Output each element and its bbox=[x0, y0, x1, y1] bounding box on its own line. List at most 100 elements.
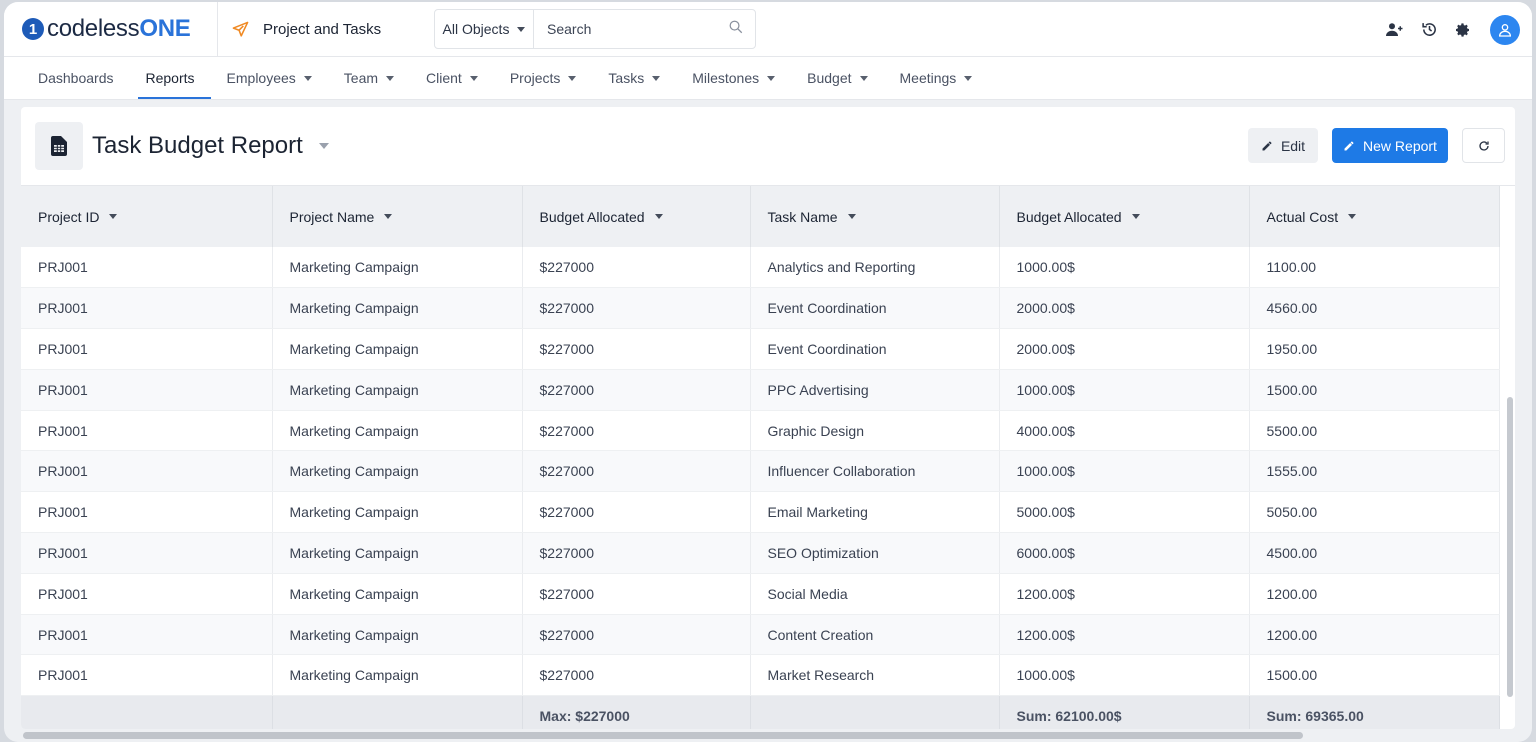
chevron-down-icon bbox=[386, 75, 395, 81]
table-cell: Content Creation bbox=[750, 614, 1000, 656]
chevron-down-icon bbox=[517, 26, 526, 32]
app-title-label: Project and Tasks bbox=[263, 20, 382, 38]
nav-item-budget[interactable]: Budget bbox=[791, 57, 883, 99]
table-cell: Marketing Campaign bbox=[272, 369, 523, 411]
summary-cell bbox=[272, 695, 523, 729]
summary-cell: Sum: 62100.00$ bbox=[999, 695, 1250, 729]
table-cell: Marketing Campaign bbox=[272, 328, 523, 370]
table-cell: Event Coordination bbox=[750, 287, 1000, 330]
table-cell: Marketing Campaign bbox=[272, 614, 523, 656]
table-row[interactable]: PRJ001 Marketing Campaign $227000 Analytics… bbox=[21, 247, 1500, 289]
nav-item-team[interactable]: Team bbox=[328, 57, 410, 99]
top-bar: 1 codelessONE Project and Tasks All Obje… bbox=[4, 2, 1532, 57]
column-header-task-name[interactable]: Task Name bbox=[750, 186, 1000, 247]
table-cell: 2000.00$ bbox=[999, 287, 1250, 330]
horizontal-scrollbar[interactable] bbox=[23, 732, 1303, 739]
table-cell: 1000.00$ bbox=[999, 369, 1250, 411]
table-cell: 1200.00$ bbox=[999, 573, 1250, 615]
table-cell: $227000 bbox=[522, 614, 751, 656]
logo-mark: 1 bbox=[22, 18, 44, 40]
search-icon[interactable] bbox=[728, 19, 755, 39]
table-cell: $227000 bbox=[522, 410, 751, 452]
table-cell: Marketing Campaign bbox=[272, 287, 523, 330]
table-cell: PRJ001 bbox=[21, 491, 273, 534]
table-cell: 1100.00 bbox=[1249, 247, 1500, 289]
nav-item-reports[interactable]: Reports bbox=[130, 57, 211, 99]
table-cell: 6000.00$ bbox=[999, 532, 1250, 574]
column-header-budget-allocated[interactable]: Budget Allocated bbox=[522, 186, 751, 247]
table-cell: Event Coordination bbox=[750, 328, 1000, 370]
table-cell: PRJ001 bbox=[21, 532, 273, 574]
user-avatar-icon[interactable] bbox=[1490, 14, 1520, 45]
column-header-task-budget-allocated[interactable]: Budget Allocated bbox=[999, 186, 1250, 247]
summary-cell bbox=[750, 695, 1000, 729]
report-title[interactable]: Task Budget Report bbox=[92, 132, 303, 159]
table-cell: PRJ001 bbox=[21, 328, 273, 370]
table-row[interactable]: PRJ001 Marketing Campaign $227000 SEO Optim… bbox=[21, 532, 1500, 574]
table-cell: Marketing Campaign bbox=[272, 247, 523, 289]
table-row[interactable]: PRJ001 Marketing Campaign $227000 Influence… bbox=[21, 450, 1500, 493]
table-cell: 1200.00 bbox=[1249, 573, 1500, 615]
refresh-icon bbox=[1478, 140, 1489, 151]
history-icon[interactable] bbox=[1420, 21, 1438, 39]
report-document-icon bbox=[35, 122, 83, 170]
nav-item-dashboards[interactable]: Dashboards bbox=[38, 70, 114, 86]
table-cell: Influencer Collaboration bbox=[750, 450, 1000, 493]
table-cell: 1500.00 bbox=[1249, 369, 1500, 411]
table-row[interactable]: PRJ001 Marketing Campaign $227000 Email Mar… bbox=[21, 491, 1500, 534]
table-cell: 4560.00 bbox=[1249, 287, 1500, 330]
table-cell: 4500.00 bbox=[1249, 532, 1500, 574]
table-header-row: Project ID Project Name Budget Allocated… bbox=[21, 186, 1500, 247]
nav-item-client[interactable]: Client bbox=[410, 57, 494, 99]
chevron-down-icon[interactable] bbox=[318, 143, 329, 149]
global-search: All Objects bbox=[434, 9, 756, 49]
add-user-icon[interactable] bbox=[1386, 21, 1404, 39]
summary-cell: Sum: 69365.00 bbox=[1249, 695, 1500, 729]
nav-item-meetings[interactable]: Meetings bbox=[884, 57, 989, 99]
table-row[interactable]: PRJ001 Marketing Campaign $227000 Event Coo… bbox=[21, 287, 1500, 330]
column-header-actual-cost[interactable]: Actual Cost bbox=[1249, 186, 1500, 247]
edit-button[interactable]: Edit bbox=[1248, 128, 1318, 163]
table-row[interactable]: PRJ001 Marketing Campaign $227000 Market Re… bbox=[21, 654, 1500, 697]
search-scope-select[interactable]: All Objects bbox=[435, 10, 534, 48]
nav-item-milestones[interactable]: Milestones bbox=[676, 57, 791, 99]
logo[interactable]: 1 codelessONE bbox=[4, 2, 218, 56]
settings-icon[interactable] bbox=[1454, 21, 1472, 39]
new-report-button[interactable]: New Report bbox=[1332, 128, 1448, 163]
pencil-icon bbox=[1344, 141, 1354, 150]
table-cell: 2000.00$ bbox=[999, 328, 1250, 370]
logo-text: codelessONE bbox=[47, 15, 191, 42]
nav-item-projects[interactable]: Projects bbox=[494, 57, 593, 99]
report-table-container: Project ID Project Name Budget Allocated… bbox=[21, 186, 1500, 729]
table-cell: $227000 bbox=[522, 573, 751, 615]
chevron-down-icon bbox=[652, 75, 661, 81]
report-header: Task Budget Report Edit New Report bbox=[21, 107, 1515, 186]
table-cell: PPC Advertising bbox=[750, 369, 1000, 411]
table-row[interactable]: PRJ001 Marketing Campaign $227000 Event Coo… bbox=[21, 328, 1500, 370]
table-cell: 1555.00 bbox=[1249, 450, 1500, 493]
table-row[interactable]: PRJ001 Marketing Campaign $227000 Content C… bbox=[21, 614, 1500, 656]
table-cell: 1950.00 bbox=[1249, 328, 1500, 370]
column-header-project-name[interactable]: Project Name bbox=[272, 186, 523, 247]
table-row[interactable]: PRJ001 Marketing Campaign $227000 Graphic D… bbox=[21, 410, 1500, 452]
nav-item-tasks[interactable]: Tasks bbox=[592, 57, 676, 99]
table-cell: Marketing Campaign bbox=[272, 491, 523, 534]
table-body: PRJ001 Marketing Campaign $227000 Analytics… bbox=[21, 247, 1500, 697]
vertical-scrollbar[interactable] bbox=[1507, 397, 1513, 697]
refresh-button[interactable] bbox=[1462, 128, 1505, 163]
search-input[interactable] bbox=[534, 10, 728, 48]
app-title[interactable]: Project and Tasks bbox=[218, 21, 434, 38]
table-cell: $227000 bbox=[522, 654, 751, 697]
table-cell: $227000 bbox=[522, 532, 751, 574]
table-row[interactable]: PRJ001 Marketing Campaign $227000 PPC Adver… bbox=[21, 369, 1500, 411]
table-cell: PRJ001 bbox=[21, 287, 273, 330]
table-cell: PRJ001 bbox=[21, 654, 273, 697]
table-cell: 1200.00 bbox=[1249, 614, 1500, 656]
table-row[interactable]: PRJ001 Marketing Campaign $227000 Social Me… bbox=[21, 573, 1500, 615]
table-cell: PRJ001 bbox=[21, 573, 273, 615]
nav-item-employees[interactable]: Employees bbox=[211, 57, 328, 99]
table-cell: PRJ001 bbox=[21, 410, 273, 452]
table-cell: Social Media bbox=[750, 573, 1000, 615]
column-header-project-id[interactable]: Project ID bbox=[21, 186, 273, 247]
table-cell: Marketing Campaign bbox=[272, 450, 523, 493]
